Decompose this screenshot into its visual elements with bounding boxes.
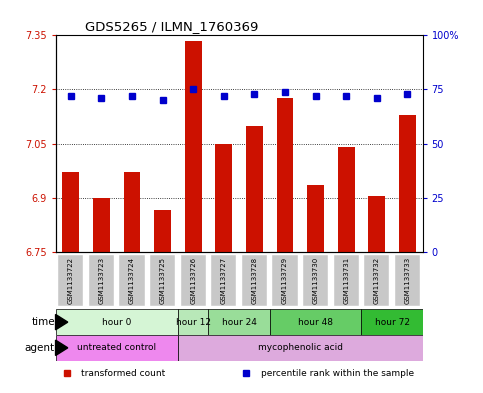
Bar — [215, 143, 232, 252]
Bar — [124, 173, 141, 252]
Text: hour 48: hour 48 — [298, 318, 333, 327]
Text: GSM1133733: GSM1133733 — [404, 257, 411, 304]
FancyBboxPatch shape — [303, 255, 328, 307]
Text: percentile rank within the sample: percentile rank within the sample — [261, 369, 414, 378]
FancyBboxPatch shape — [89, 255, 114, 307]
Text: agent: agent — [25, 343, 55, 353]
Text: GSM1133722: GSM1133722 — [68, 257, 74, 304]
FancyBboxPatch shape — [361, 309, 423, 335]
Text: mycophenolic acid: mycophenolic acid — [258, 343, 343, 352]
Text: hour 0: hour 0 — [102, 318, 131, 327]
Text: hour 12: hour 12 — [176, 318, 211, 327]
Bar — [369, 196, 385, 252]
FancyBboxPatch shape — [150, 255, 175, 307]
Text: GDS5265 / ILMN_1760369: GDS5265 / ILMN_1760369 — [85, 20, 258, 33]
Bar — [62, 173, 79, 252]
FancyBboxPatch shape — [58, 255, 84, 307]
Text: GSM1133726: GSM1133726 — [190, 257, 196, 304]
FancyBboxPatch shape — [272, 255, 298, 307]
Text: untreated control: untreated control — [77, 343, 156, 352]
Text: GSM1133725: GSM1133725 — [159, 257, 166, 304]
FancyBboxPatch shape — [364, 255, 389, 307]
Bar — [277, 99, 293, 252]
Text: GSM1133729: GSM1133729 — [282, 257, 288, 304]
Text: hour 72: hour 72 — [374, 318, 410, 327]
FancyBboxPatch shape — [56, 309, 178, 335]
Text: GSM1133730: GSM1133730 — [313, 257, 319, 304]
FancyBboxPatch shape — [178, 309, 209, 335]
Polygon shape — [56, 314, 68, 330]
Text: GSM1133728: GSM1133728 — [251, 257, 257, 304]
FancyBboxPatch shape — [211, 255, 236, 307]
Bar — [399, 115, 416, 252]
Bar — [185, 41, 201, 252]
Text: GSM1133723: GSM1133723 — [99, 257, 104, 304]
FancyBboxPatch shape — [242, 255, 267, 307]
Bar — [246, 125, 263, 252]
FancyBboxPatch shape — [334, 255, 359, 307]
FancyBboxPatch shape — [209, 309, 270, 335]
FancyBboxPatch shape — [56, 335, 178, 361]
FancyBboxPatch shape — [181, 255, 206, 307]
FancyBboxPatch shape — [395, 255, 420, 307]
Bar — [93, 198, 110, 252]
Text: GSM1133732: GSM1133732 — [374, 257, 380, 304]
Polygon shape — [56, 340, 68, 356]
Text: GSM1133724: GSM1133724 — [129, 257, 135, 304]
FancyBboxPatch shape — [270, 309, 361, 335]
Bar — [338, 147, 355, 252]
FancyBboxPatch shape — [119, 255, 144, 307]
Text: GSM1133731: GSM1133731 — [343, 257, 349, 304]
Text: GSM1133727: GSM1133727 — [221, 257, 227, 304]
Bar — [154, 210, 171, 252]
Text: time: time — [31, 317, 55, 327]
Text: transformed count: transformed count — [81, 369, 166, 378]
Text: hour 24: hour 24 — [222, 318, 256, 327]
FancyBboxPatch shape — [178, 335, 423, 361]
Bar — [307, 185, 324, 252]
